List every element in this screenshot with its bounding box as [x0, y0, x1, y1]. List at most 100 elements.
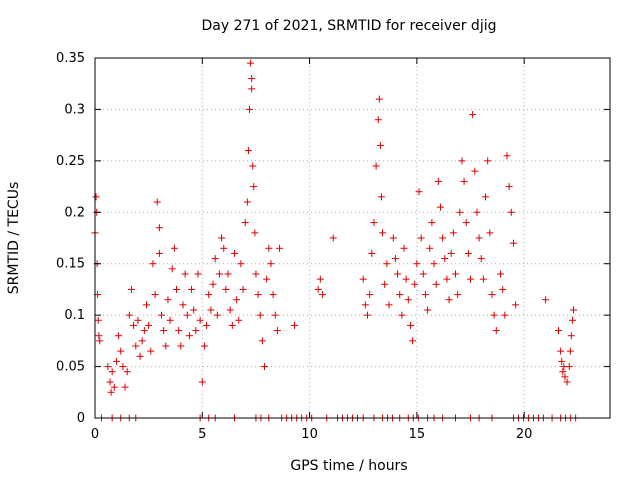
data-point [168, 265, 176, 273]
data-point [258, 337, 266, 345]
data-point [316, 275, 324, 283]
data-point [467, 275, 475, 283]
data-point [475, 234, 483, 242]
y-tick-labels: 0 0.05 0.1 0.15 0.2 0.25 0.3 0.35 [56, 51, 85, 426]
data-point [557, 347, 565, 355]
data-point [456, 208, 464, 216]
data-point [372, 162, 380, 170]
data-point [396, 291, 404, 299]
data-point [445, 296, 453, 304]
data-point [471, 167, 479, 175]
data-point [563, 378, 571, 386]
y-tick-label: 0 [77, 411, 85, 426]
data-point [158, 311, 166, 319]
data-point [436, 203, 444, 211]
data-point [432, 280, 440, 288]
data-point [473, 208, 481, 216]
data-point [413, 260, 421, 268]
data-point [415, 188, 423, 196]
data-point [501, 311, 509, 319]
data-point [271, 311, 279, 319]
plot-frame [94, 57, 611, 419]
data-point [359, 275, 367, 283]
x-tick-label: 15 [409, 427, 426, 442]
data-point [132, 342, 140, 350]
data-point [567, 332, 575, 340]
data-point [484, 157, 492, 165]
data-point [138, 337, 146, 345]
data-point [430, 260, 438, 268]
data-point [175, 327, 183, 335]
data-point [361, 301, 369, 309]
data-point [566, 347, 574, 355]
data-point [117, 347, 125, 355]
data-point [558, 357, 566, 365]
data-point [170, 244, 178, 252]
data-point [469, 111, 477, 119]
data-point [366, 291, 374, 299]
x-tick-label: 0 [91, 427, 99, 442]
data-point [247, 59, 255, 67]
data-point [160, 327, 168, 335]
data-point [134, 316, 142, 324]
data-point [379, 229, 387, 237]
data-point [421, 291, 429, 299]
data-point [490, 311, 498, 319]
data-point [503, 152, 511, 160]
data-point [400, 244, 408, 252]
data-point [194, 270, 202, 278]
data-point [385, 301, 393, 309]
y-tick-label: 0.35 [56, 51, 85, 66]
data-point [241, 219, 249, 227]
data-point [181, 270, 189, 278]
data-point [381, 280, 389, 288]
data-point [213, 311, 221, 319]
data-point [368, 249, 376, 257]
data-point [449, 229, 457, 237]
data-point [370, 219, 378, 227]
data-point [222, 285, 230, 293]
data-point [173, 285, 181, 293]
data-point [200, 342, 208, 350]
data-point [220, 244, 228, 252]
data-point [248, 75, 256, 83]
x-tick-labels: 0 5 10 15 20 [91, 427, 533, 442]
data-point [375, 95, 383, 103]
data-point [147, 347, 155, 355]
data-point [149, 260, 157, 268]
data-point [104, 363, 112, 371]
data-point [198, 378, 206, 386]
data-point [94, 316, 102, 324]
data-point [482, 193, 490, 201]
data-point [179, 301, 187, 309]
data-point [211, 255, 219, 263]
data-point [250, 183, 258, 191]
data-point [394, 270, 402, 278]
data-point [441, 255, 449, 263]
data-point [244, 147, 252, 155]
data-point [252, 270, 260, 278]
data-point [454, 291, 462, 299]
data-point [115, 332, 123, 340]
data-point [273, 327, 281, 335]
data-point [188, 285, 196, 293]
data-point [233, 296, 241, 304]
data-point [265, 244, 273, 252]
data-point [443, 275, 451, 283]
data-point [108, 368, 116, 376]
data-point [542, 296, 550, 304]
x-tick-label: 5 [198, 427, 206, 442]
data-point [377, 193, 385, 201]
data-point [155, 249, 163, 257]
data-point [419, 270, 427, 278]
data-point [439, 234, 447, 242]
data-point [96, 337, 104, 345]
data-point [107, 388, 115, 396]
data-point [177, 342, 185, 350]
data-point [492, 327, 500, 335]
data-point [112, 357, 120, 365]
data-point [218, 234, 226, 242]
y-tick-label: 0.05 [56, 360, 85, 375]
data-point [411, 280, 419, 288]
x-axis-label: GPS time / hours [290, 458, 407, 474]
